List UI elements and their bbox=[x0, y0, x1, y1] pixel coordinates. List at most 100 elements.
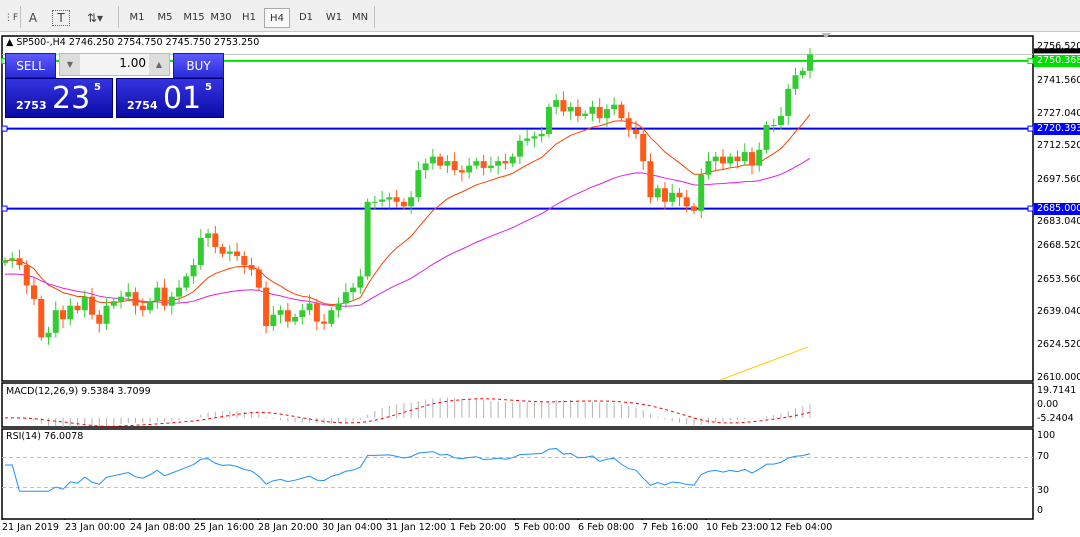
bull-candle bbox=[466, 165, 473, 173]
bull-candle bbox=[777, 115, 784, 125]
bull-candle bbox=[118, 296, 125, 302]
bear-candle bbox=[255, 269, 262, 288]
bear-candle bbox=[502, 161, 509, 164]
timeframe-h4[interactable]: H4 bbox=[264, 8, 290, 28]
bear-candle bbox=[480, 161, 487, 168]
bear-candle bbox=[16, 258, 23, 266]
bull-candle bbox=[342, 292, 349, 304]
time-axis-label: 6 Feb 08:00 bbox=[578, 522, 635, 533]
price-axis-label: 2683.040 bbox=[1037, 215, 1080, 227]
price-axis-label: 2697.560 bbox=[1037, 174, 1080, 186]
bear-candle bbox=[625, 118, 632, 130]
bull-candle bbox=[81, 296, 88, 311]
bull-candle bbox=[299, 310, 306, 318]
bull-candle bbox=[197, 237, 204, 266]
bear-candle bbox=[31, 285, 38, 299]
bull-candle bbox=[741, 152, 748, 162]
price-axis-label: 2624.520 bbox=[1037, 339, 1080, 351]
timeframe-m30[interactable]: M30 bbox=[210, 12, 232, 23]
bull-candle bbox=[176, 287, 183, 297]
bull-candle bbox=[545, 106, 552, 135]
bull-candle bbox=[785, 88, 792, 116]
bear-candle bbox=[321, 321, 328, 324]
hline-handle bbox=[1, 205, 8, 212]
timeframe-d1[interactable]: D1 bbox=[298, 12, 314, 23]
bear-candle bbox=[632, 129, 639, 135]
macd-signal-line bbox=[4, 398, 811, 427]
bear-candle bbox=[596, 106, 603, 119]
bull-candle bbox=[444, 161, 451, 166]
text-icon[interactable]: A bbox=[28, 11, 38, 25]
volume-decrease-button[interactable]: ▼ bbox=[60, 54, 80, 75]
time-axis-label: 24 Jan 08:00 bbox=[130, 522, 191, 533]
price-axis-label: 2727.040 bbox=[1037, 107, 1080, 119]
bull-candle bbox=[698, 174, 705, 211]
bear-candle bbox=[451, 161, 458, 171]
bull-candle bbox=[125, 292, 132, 297]
bear-candle bbox=[437, 156, 444, 166]
hline-handle bbox=[1027, 57, 1034, 64]
timeframe-m5[interactable]: M5 bbox=[157, 12, 173, 23]
chart-toolbar: ⋮F A T ⇅▾ M1 M5 M15 M30 H1 H4 D1 W1 MN bbox=[0, 0, 1080, 32]
bear-candle bbox=[263, 287, 270, 327]
bull-candle bbox=[538, 134, 545, 137]
price-axis-label: 2639.040 bbox=[1037, 306, 1080, 318]
bear-candle bbox=[161, 287, 168, 306]
buy-price-box[interactable]: 2754 01 5 bbox=[116, 78, 224, 118]
text-label-icon[interactable]: T bbox=[52, 10, 70, 26]
symbol-ohlc: SP500-,H4 2746.250 2754.750 2745.750 275… bbox=[16, 37, 260, 48]
bull-candle bbox=[335, 303, 342, 311]
volume-increase-button[interactable]: ▲ bbox=[149, 54, 169, 75]
timeframe-m15[interactable]: M15 bbox=[183, 12, 205, 23]
sell-button[interactable]: SELL bbox=[5, 53, 56, 78]
time-axis-label: 5 Feb 00:00 bbox=[514, 522, 571, 533]
time-axis-label: 25 Jan 16:00 bbox=[194, 522, 255, 533]
hline-price-tag: 2720.393 bbox=[1034, 122, 1080, 135]
bull-candle bbox=[292, 317, 299, 322]
bear-candle bbox=[393, 197, 400, 202]
bull-candle bbox=[567, 106, 574, 112]
bear-candle bbox=[96, 314, 103, 324]
bear-candle bbox=[574, 106, 581, 116]
timeframe-m1[interactable]: M1 bbox=[129, 12, 145, 23]
bull-candle bbox=[386, 197, 393, 200]
bull-candle bbox=[553, 100, 560, 107]
bull-candle bbox=[509, 156, 516, 164]
bull-candle bbox=[429, 156, 436, 164]
macd-label: MACD(12,26,9) 9.5384 3.7099 bbox=[6, 386, 151, 397]
bear-candle bbox=[661, 188, 668, 202]
rsi-level-30: 30 bbox=[1037, 485, 1050, 496]
sell-price-box[interactable]: 2753 23 5 bbox=[5, 78, 113, 118]
chart-canvas[interactable] bbox=[0, 33, 1080, 520]
bull-candle bbox=[763, 124, 770, 150]
volume-input[interactable]: 1.00 bbox=[119, 56, 146, 70]
volume-stepper[interactable]: ▼ 1.00 ▲ bbox=[59, 53, 170, 76]
timeframe-w1[interactable]: W1 bbox=[325, 12, 343, 23]
bull-candle bbox=[603, 109, 610, 119]
bull-candle bbox=[168, 296, 175, 306]
rsi-label: RSI(14) 76.0078 bbox=[6, 431, 84, 442]
time-axis: 21 Jan 2019 23 Jan 00:00 24 Jan 08:00 25 Ja… bbox=[0, 520, 1080, 537]
bull-candle bbox=[45, 332, 52, 338]
bear-candle bbox=[139, 305, 146, 311]
moving-average-long bbox=[719, 346, 809, 381]
rsi-level-70: 70 bbox=[1037, 451, 1050, 462]
bear-candle bbox=[734, 156, 741, 162]
price-axis-label: 2756.520 bbox=[1037, 41, 1080, 52]
bull-candle bbox=[654, 188, 661, 198]
hline-handle bbox=[1027, 125, 1034, 132]
timeframe-mn[interactable]: MN bbox=[351, 12, 369, 23]
collapse-icon[interactable]: ▲ bbox=[6, 37, 17, 48]
bear-candle bbox=[132, 292, 139, 306]
bull-candle bbox=[756, 149, 763, 166]
arrows-icon[interactable]: ⇅▾ bbox=[86, 11, 104, 25]
moving-average-fast bbox=[4, 114, 811, 305]
chart-window[interactable]: ▲ SP500-,H4 2746.250 2754.750 2745.750 2… bbox=[0, 33, 1080, 520]
properties-icon[interactable]: ⋮F bbox=[3, 13, 19, 23]
timeframe-h1[interactable]: H1 bbox=[242, 12, 256, 23]
bull-candle bbox=[495, 161, 502, 166]
bull-candle bbox=[147, 301, 154, 311]
one-click-trading-panel: SELL ▼ 1.00 ▲ BUY 2753 23 5 2754 01 5 bbox=[5, 53, 224, 118]
buy-button[interactable]: BUY bbox=[173, 53, 224, 78]
time-axis-label: 21 Jan 2019 bbox=[2, 522, 59, 533]
